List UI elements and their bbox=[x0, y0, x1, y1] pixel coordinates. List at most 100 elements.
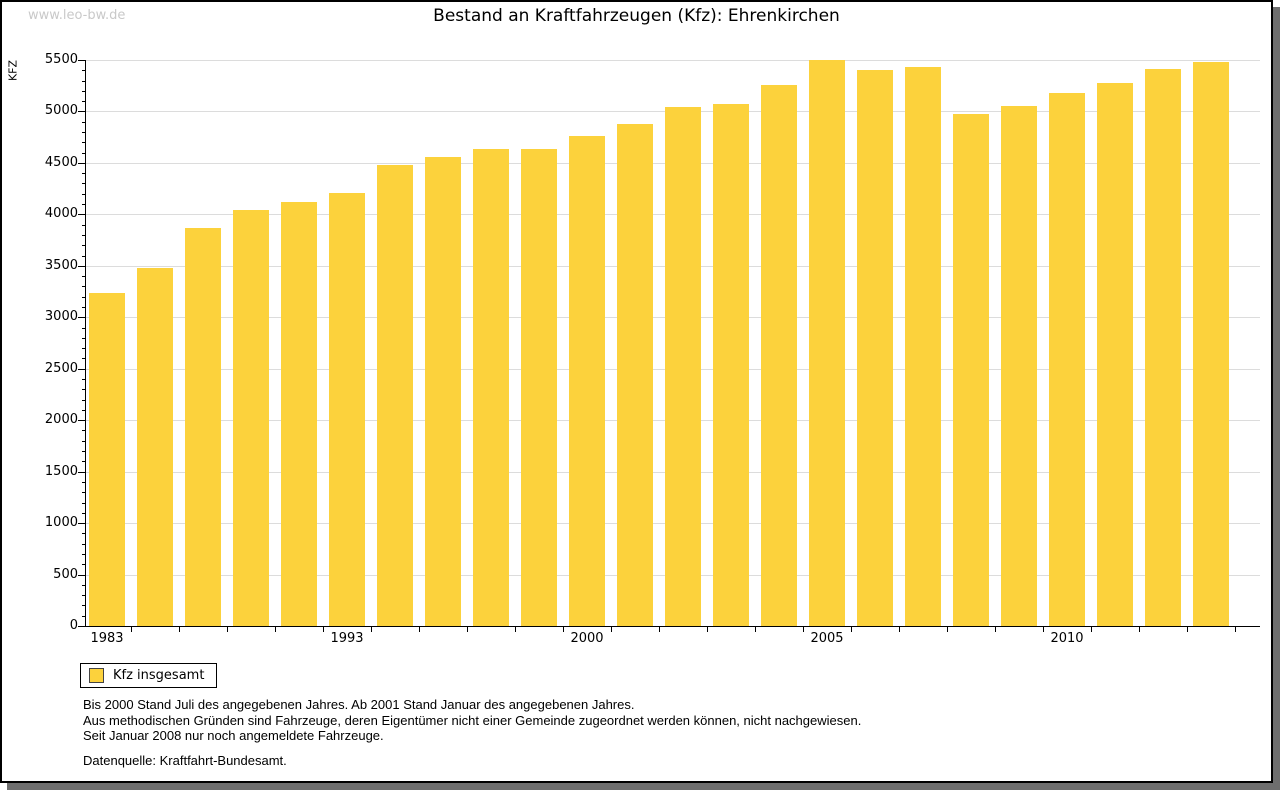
bar-1997 bbox=[425, 156, 461, 626]
y-minor-tick bbox=[82, 142, 86, 144]
bar-1985 bbox=[137, 267, 173, 626]
y-minor-tick bbox=[82, 440, 86, 442]
x-axis-tick-label: 1993 bbox=[330, 631, 364, 646]
y-minor-tick bbox=[82, 553, 86, 555]
y-axis-tick-label: 2500 bbox=[44, 360, 78, 376]
y-minor-tick bbox=[82, 234, 86, 236]
y-minor-tick bbox=[82, 183, 86, 185]
x-tick bbox=[1043, 626, 1044, 632]
y-major-tick bbox=[78, 111, 86, 113]
y-major-tick bbox=[78, 60, 86, 61]
y-major-tick bbox=[78, 317, 86, 319]
watermark: www.leo-bw.de bbox=[28, 8, 126, 23]
x-tick bbox=[227, 626, 228, 632]
bar-1989 bbox=[233, 210, 269, 626]
y-minor-tick bbox=[82, 605, 86, 607]
y-minor-tick bbox=[82, 70, 86, 72]
y-minor-tick bbox=[82, 121, 86, 123]
x-axis-tick-label: 2000 bbox=[570, 631, 604, 646]
bar-1993 bbox=[329, 192, 365, 626]
y-axis-tick-label: 5000 bbox=[44, 103, 78, 119]
y-minor-tick bbox=[82, 204, 86, 206]
y-axis-tick-label: 1500 bbox=[44, 463, 78, 479]
x-tick bbox=[707, 626, 708, 632]
bar-1995 bbox=[377, 164, 413, 626]
y-minor-tick bbox=[82, 492, 86, 494]
y-axis-tick-label: 2000 bbox=[44, 412, 78, 428]
y-minor-tick bbox=[82, 80, 86, 82]
x-tick bbox=[419, 626, 420, 632]
y-axis-tick-label: 4500 bbox=[44, 154, 78, 170]
bar-2010 bbox=[1049, 92, 1085, 626]
x-tick bbox=[515, 626, 516, 632]
y-minor-tick bbox=[82, 245, 86, 247]
y-major-tick bbox=[78, 574, 86, 576]
y-axis-tick-label: 3500 bbox=[44, 257, 78, 273]
y-minor-tick bbox=[82, 564, 86, 566]
bar-2013 bbox=[1193, 62, 1229, 626]
y-minor-tick bbox=[82, 193, 86, 195]
y-axis-tick-label: 3000 bbox=[44, 309, 78, 325]
bar-1998 bbox=[473, 148, 509, 626]
bar-2012 bbox=[1145, 69, 1181, 626]
plot-area: 0 500 1000 1500 2000 2500 3000 3500 4000 4500 5000… bbox=[45, 52, 1260, 646]
bar-2007 bbox=[905, 67, 941, 626]
x-tick bbox=[371, 626, 372, 632]
footnote-line: Aus methodischen Gründen sind Fahrzeuge,… bbox=[83, 712, 862, 728]
bar-2003 bbox=[713, 104, 749, 626]
y-minor-tick bbox=[82, 430, 86, 432]
x-tick bbox=[1187, 626, 1188, 632]
footnote-line: Seit Januar 2008 nur noch angemeldete Fa… bbox=[83, 728, 384, 743]
x-tick bbox=[563, 626, 564, 632]
y-major-tick bbox=[78, 523, 86, 525]
y-minor-tick bbox=[82, 451, 86, 453]
y-minor-tick bbox=[82, 543, 86, 545]
bar-2006 bbox=[857, 70, 893, 626]
y-minor-tick bbox=[82, 337, 86, 339]
y-minor-tick bbox=[82, 461, 86, 463]
bar-2011 bbox=[1097, 82, 1133, 626]
x-tick bbox=[467, 626, 468, 632]
x-tick bbox=[131, 626, 132, 632]
footnote-line: Bis 2000 Stand Juli des angegebenen Jahr… bbox=[83, 697, 635, 712]
y-axis-tick-label: 500 bbox=[53, 566, 78, 582]
y-axis-title: KFZ bbox=[6, 59, 20, 82]
y-minor-tick bbox=[82, 348, 86, 350]
data-source: Datenquelle: Kraftfahrt-Bundesamt. bbox=[83, 753, 287, 768]
bar-2005 bbox=[809, 60, 845, 626]
y-minor-tick bbox=[82, 358, 86, 360]
y-minor-tick bbox=[82, 132, 86, 134]
legend-swatch-icon bbox=[89, 668, 104, 683]
y-minor-tick bbox=[82, 306, 86, 308]
x-tick bbox=[947, 626, 948, 632]
y-minor-tick bbox=[82, 584, 86, 586]
bar-1987 bbox=[185, 227, 221, 626]
y-major-tick bbox=[78, 420, 86, 422]
y-minor-tick bbox=[82, 173, 86, 175]
x-tick bbox=[275, 626, 276, 632]
y-minor-tick bbox=[82, 512, 86, 514]
bar-1983 bbox=[89, 292, 125, 626]
legend: Kfz insgesamt bbox=[80, 663, 218, 688]
x-tick bbox=[899, 626, 900, 632]
x-tick bbox=[1235, 626, 1236, 632]
y-minor-tick bbox=[82, 255, 86, 257]
y-axis-tick-label: 0 bbox=[69, 618, 78, 633]
x-tick bbox=[179, 626, 180, 632]
y-minor-tick bbox=[82, 101, 86, 103]
y-major-tick bbox=[78, 368, 86, 370]
y-minor-tick bbox=[82, 595, 86, 597]
y-minor-tick bbox=[82, 276, 86, 278]
x-tick bbox=[1091, 626, 1092, 632]
y-major-tick bbox=[78, 626, 86, 627]
y-minor-tick bbox=[82, 615, 86, 617]
x-axis-tick-label: 2005 bbox=[810, 631, 844, 646]
y-major-tick bbox=[78, 162, 86, 164]
y-minor-tick bbox=[82, 502, 86, 504]
chart-title: Bestand an Kraftfahrzeugen (Kfz): Ehrenk… bbox=[433, 6, 840, 26]
y-minor-tick bbox=[82, 90, 86, 92]
bar-2001 bbox=[617, 123, 653, 626]
y-minor-tick bbox=[82, 389, 86, 391]
